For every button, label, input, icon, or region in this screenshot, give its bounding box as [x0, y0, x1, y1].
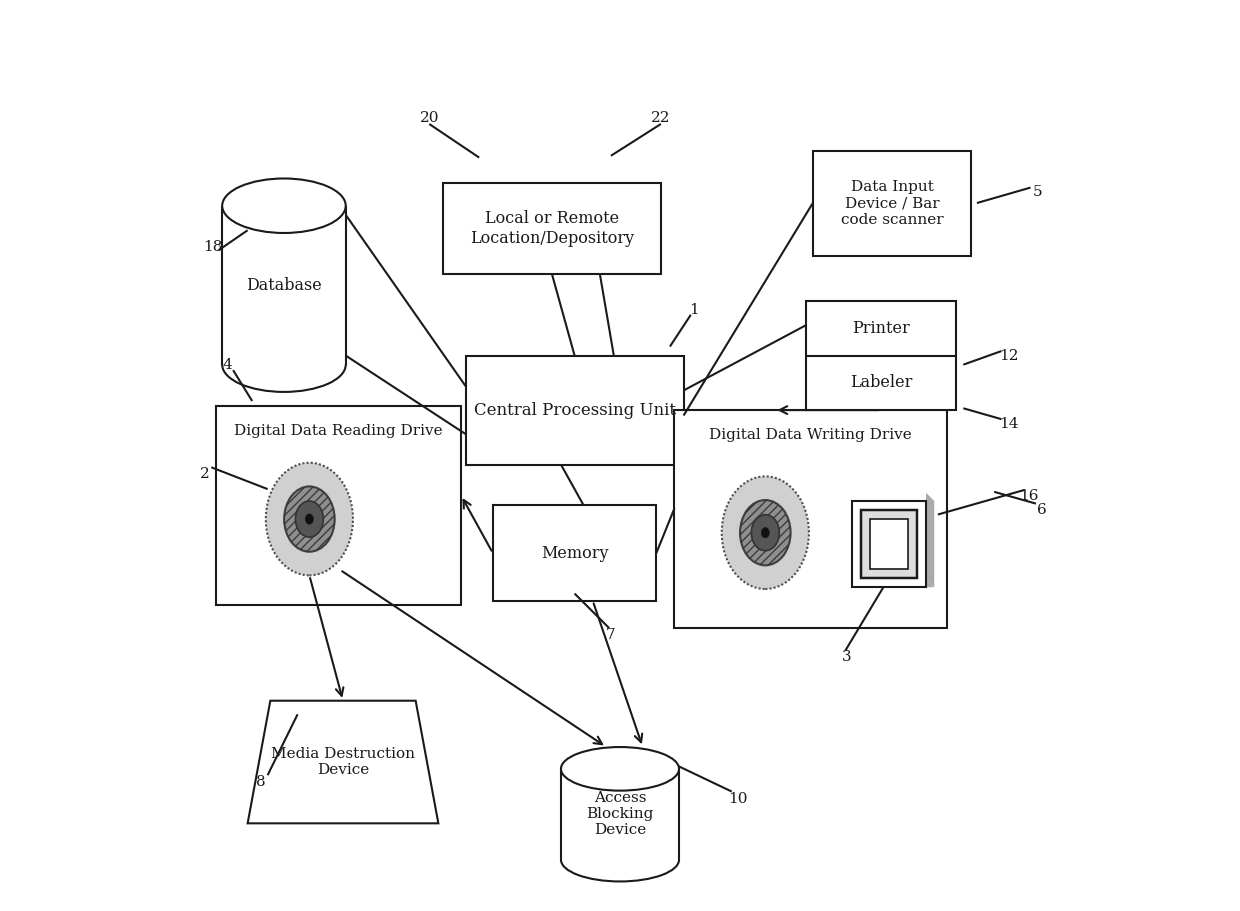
Text: 18: 18 — [203, 240, 223, 253]
Text: 6: 6 — [1038, 503, 1048, 517]
Bar — [861, 510, 918, 578]
Text: Local or Remote
Location/Depository: Local or Remote Location/Depository — [470, 210, 634, 247]
Bar — [216, 405, 461, 605]
Text: 4: 4 — [223, 358, 233, 372]
Ellipse shape — [265, 463, 353, 576]
Text: 12: 12 — [999, 349, 1018, 363]
Polygon shape — [926, 493, 934, 588]
Text: Printer: Printer — [852, 320, 910, 337]
Text: Digital Data Writing Drive: Digital Data Writing Drive — [709, 428, 913, 442]
Text: Memory: Memory — [541, 545, 609, 562]
Text: 14: 14 — [999, 416, 1018, 431]
Ellipse shape — [761, 527, 769, 537]
Polygon shape — [248, 701, 439, 824]
Ellipse shape — [740, 500, 791, 566]
Ellipse shape — [560, 747, 680, 791]
Ellipse shape — [222, 179, 346, 233]
Text: 22: 22 — [651, 110, 671, 125]
Text: 10: 10 — [728, 792, 748, 806]
Ellipse shape — [295, 501, 324, 537]
Text: Labeler: Labeler — [849, 374, 913, 392]
Text: Database: Database — [246, 277, 322, 293]
Text: 2: 2 — [200, 466, 210, 481]
Text: 8: 8 — [257, 775, 267, 790]
Bar — [675, 410, 947, 628]
Text: Digital Data Reading Drive: Digital Data Reading Drive — [234, 424, 443, 437]
Bar — [465, 355, 683, 465]
Text: 7: 7 — [606, 629, 616, 642]
Text: 1: 1 — [689, 303, 699, 317]
Text: 3: 3 — [842, 650, 852, 664]
Text: Data Input
Device / Bar
code scanner: Data Input Device / Bar code scanner — [841, 180, 944, 227]
Ellipse shape — [305, 514, 314, 524]
Bar — [869, 519, 908, 569]
Ellipse shape — [722, 476, 808, 589]
Text: Media Destruction
Device: Media Destruction Device — [272, 747, 415, 777]
Text: 16: 16 — [1019, 489, 1038, 504]
Text: 20: 20 — [419, 110, 439, 125]
Polygon shape — [852, 579, 934, 588]
Ellipse shape — [751, 515, 779, 551]
Ellipse shape — [284, 486, 335, 552]
Bar — [443, 183, 661, 274]
Bar — [812, 151, 971, 256]
Bar — [806, 302, 956, 410]
Bar — [852, 501, 926, 588]
Text: Access
Blocking
Device: Access Blocking Device — [587, 791, 653, 837]
Bar — [492, 506, 656, 601]
Text: 5: 5 — [1033, 185, 1043, 200]
Text: Central Processing Unit: Central Processing Unit — [474, 402, 676, 418]
